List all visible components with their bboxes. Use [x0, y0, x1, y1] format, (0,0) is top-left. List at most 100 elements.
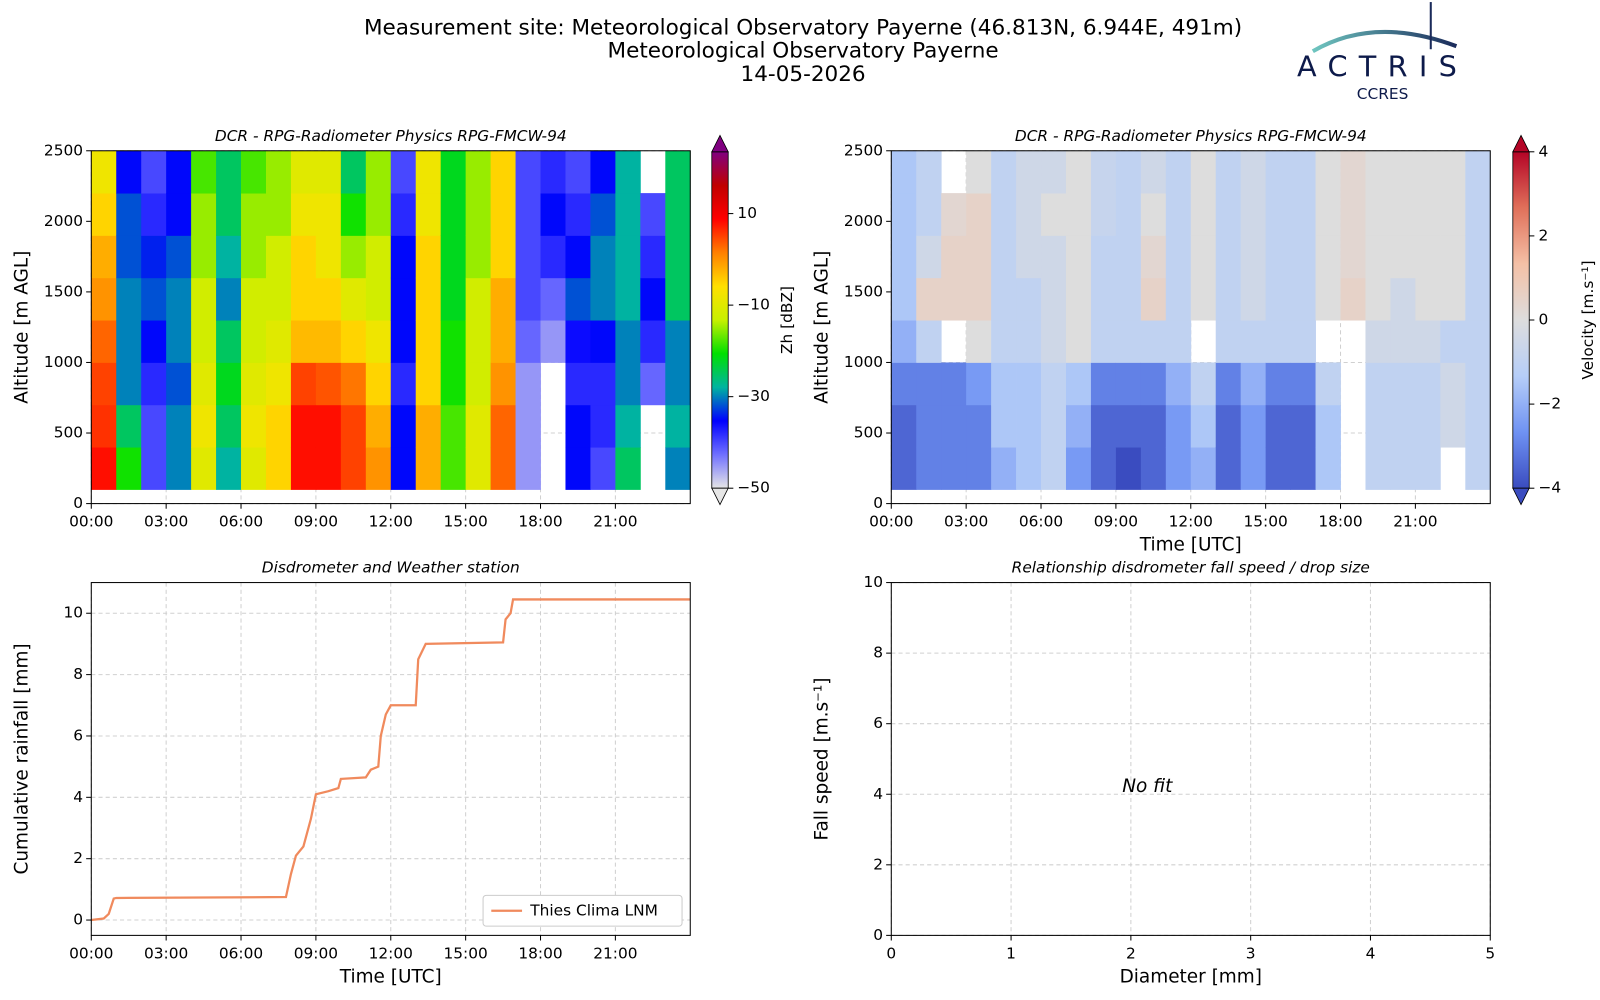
heatmap-cell	[941, 235, 967, 279]
heatmap-cell	[241, 404, 267, 448]
heatmap-cell	[966, 150, 992, 194]
heatmap-cell	[1315, 150, 1341, 194]
heatmap-cell	[1365, 447, 1391, 490]
y-tick-label: 2000	[844, 212, 883, 230]
heatmap-cell	[565, 404, 591, 448]
heatmap-cell	[1390, 362, 1416, 406]
heatmap-cell	[1016, 277, 1042, 321]
x-axis-label: Time [UTC]	[339, 966, 442, 987]
plot-frame	[890, 582, 1491, 936]
logo-text: ACTRIS	[1297, 50, 1468, 84]
heatmap-cell	[1465, 150, 1491, 194]
heatmap-cell	[1140, 150, 1167, 194]
heatmap-cell	[1215, 362, 1242, 406]
heatmap-cell	[565, 447, 591, 490]
heatmap-cell	[515, 320, 541, 363]
heatmap-cell	[315, 320, 342, 363]
heatmap-cell	[265, 404, 292, 448]
heatmap-cell	[1340, 235, 1366, 279]
heatmap-cell	[640, 362, 666, 406]
heatmap-cell	[1415, 320, 1441, 363]
x-tick-label: 00:00	[69, 944, 113, 962]
heatmap-cell	[390, 150, 417, 194]
heatmap-cell	[440, 447, 467, 490]
heatmap-cell	[1340, 277, 1366, 321]
x-tick-label: 03:00	[144, 513, 188, 531]
heatmap-cell	[916, 404, 942, 448]
heatmap-cell	[1315, 235, 1341, 279]
x-tick-label: 1	[1006, 944, 1016, 962]
heatmap-cell	[365, 404, 392, 448]
colorbar-tick-label: −4	[1538, 479, 1561, 497]
y-tick-label: 2	[73, 849, 83, 867]
heatmap-cell	[290, 193, 317, 236]
colorbar-label: Zh [dBZ]	[778, 286, 796, 354]
logo-arc	[1311, 29, 1458, 54]
heatmap-cell	[615, 362, 641, 406]
heatmap-cell	[1265, 362, 1292, 406]
heatmap-cell	[365, 362, 392, 406]
heatmap-cell	[1140, 362, 1167, 406]
heatmap-cell	[1041, 277, 1067, 321]
x-tick-label: 2	[1126, 944, 1136, 962]
heatmap-cell	[1041, 362, 1067, 406]
heatmap-cell	[1190, 404, 1217, 448]
heatmap-cell	[490, 447, 516, 490]
heatmap-cell	[891, 235, 917, 279]
header-line: 14-05-2026	[741, 62, 866, 87]
heatmap-cell	[665, 277, 691, 321]
heatmap-cell	[290, 362, 317, 406]
heatmap-cell	[540, 193, 566, 236]
heatmap-cell	[991, 447, 1017, 490]
panel: Thies Clima LNM 00:00 03:00 06:00 09:00 12:00…	[12, 559, 691, 987]
heatmap-cell	[1315, 277, 1341, 321]
x-tick-label: 03:00	[944, 513, 988, 531]
panel: −50 −30 −10 10 Zh [dBZ] 00:00 03:00 06:00 09:00 1…	[12, 127, 797, 531]
heatmap-cell	[891, 320, 917, 363]
heatmap-cell	[1415, 193, 1441, 236]
heatmap-cell	[1016, 404, 1042, 448]
heatmap-cell	[315, 193, 342, 236]
heatmap-cell	[116, 235, 142, 279]
heatmap-cell	[565, 277, 591, 321]
heatmap-cell	[290, 150, 317, 194]
colorbar-extend	[1512, 487, 1530, 506]
heatmap-cell	[1265, 447, 1292, 490]
heatmap-cell	[340, 447, 367, 490]
heatmap-cell	[191, 193, 217, 236]
y-tick-label: 2000	[44, 212, 83, 230]
heatmap-cell	[1465, 235, 1491, 279]
heatmap-cell	[891, 277, 917, 321]
heatmap-cell	[490, 277, 516, 321]
x-tick-label: 21:00	[1393, 513, 1437, 531]
heatmap-cell	[941, 362, 967, 406]
x-tick-label: 3	[1246, 944, 1256, 962]
heatmap-cell	[1090, 193, 1117, 236]
heatmap-cell	[615, 193, 641, 236]
heatmap-cell	[1065, 320, 1092, 363]
heatmap-cell	[991, 193, 1017, 236]
heatmap-cell	[1140, 320, 1167, 363]
heatmap-cell	[1065, 277, 1092, 321]
heatmap-cell	[1215, 235, 1242, 279]
heatmap-cell	[141, 320, 167, 363]
heatmap-cell	[615, 150, 641, 194]
heatmap-cell	[515, 362, 541, 406]
heatmap-cell	[891, 362, 917, 406]
heatmap-cell	[1240, 235, 1267, 279]
heatmap-cell	[440, 277, 467, 321]
heatmap-cell	[540, 320, 566, 363]
heatmap-cell	[1340, 150, 1366, 194]
heatmap-cell	[916, 235, 942, 279]
heatmap-cell	[191, 235, 217, 279]
heatmap-cell	[891, 404, 917, 448]
heatmap-cell	[1090, 235, 1117, 279]
heatmap-cell	[1415, 447, 1441, 490]
x-tick-label: 12:00	[1169, 513, 1213, 531]
heatmap-cell	[440, 150, 467, 194]
heatmap-cell	[515, 193, 541, 236]
heatmap-cell	[241, 447, 267, 490]
heatmap-cell	[1440, 277, 1466, 321]
heatmap-cell	[465, 362, 492, 406]
heatmap-cell	[315, 362, 342, 406]
